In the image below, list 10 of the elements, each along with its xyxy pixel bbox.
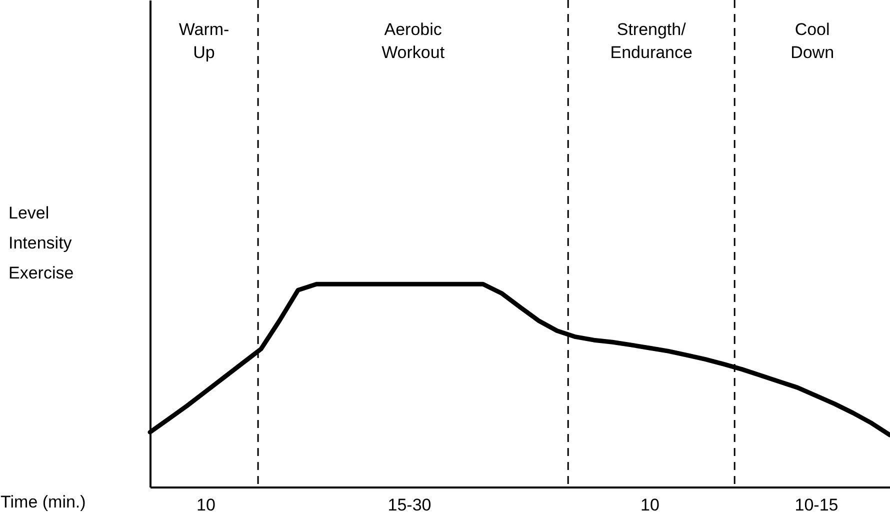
x-axis-title: Time (min.)	[0, 492, 86, 512]
text: Aerobic Workout	[382, 20, 445, 62]
text: Strength/ Endurance	[610, 20, 692, 62]
x-tick-label: 10-15	[794, 496, 838, 514]
text: Warm- Up	[178, 20, 230, 62]
text: Cool Down	[790, 20, 834, 62]
x-tick-label: 10	[640, 496, 660, 514]
x-tick-label: 10	[196, 496, 216, 514]
y-axis-title: Level Intensity Exercise	[8, 204, 74, 282]
x-tick-label: 15-30	[388, 496, 432, 514]
